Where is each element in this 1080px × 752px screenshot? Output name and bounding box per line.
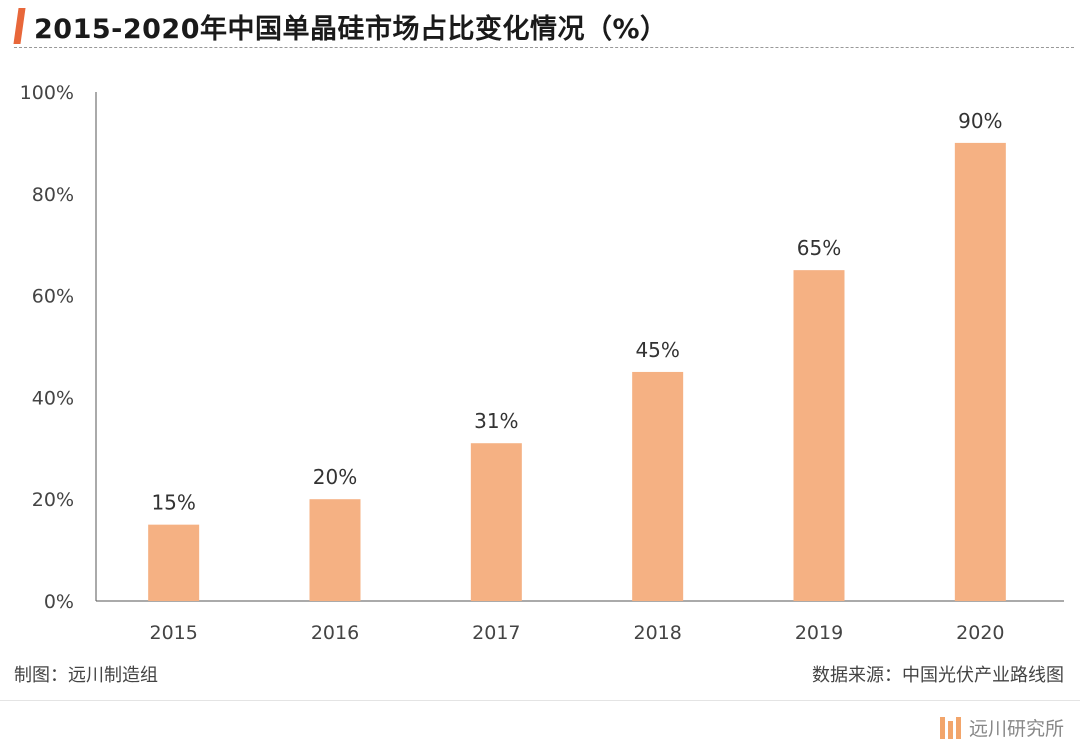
y-tick-label: 100% xyxy=(20,82,74,104)
bar xyxy=(470,443,522,601)
y-tick-label: 40% xyxy=(32,387,74,409)
bar xyxy=(148,524,200,601)
bar-chart: 0% 20% 40% 60% 80% 100% 15% 2015 20% 2016 31% 2017 4… xyxy=(20,82,1064,644)
x-tick-label: 2019 xyxy=(795,622,843,644)
brand-logo-icon xyxy=(939,715,961,739)
chart-credit: 制图：远川制造组 xyxy=(14,665,158,686)
brand-watermark: 远川研究所 xyxy=(939,713,1064,741)
brand-name: 远川研究所 xyxy=(968,717,1064,740)
x-tick-label: 2016 xyxy=(311,622,359,644)
chart-title: 2015-2020年中国单晶硅市场占比变化情况（%） xyxy=(34,14,668,45)
bar xyxy=(793,270,845,601)
bar xyxy=(954,142,1006,601)
y-tick-label: 0% xyxy=(44,591,74,613)
x-tick-label: 2015 xyxy=(149,622,197,644)
data-label: 15% xyxy=(151,491,195,515)
x-tick-label: 2018 xyxy=(633,622,681,644)
bar xyxy=(309,499,361,601)
data-label: 20% xyxy=(313,465,357,489)
bar xyxy=(632,371,684,601)
y-tick-label: 80% xyxy=(32,184,74,206)
data-source: 数据来源：中国光伏产业路线图 xyxy=(812,665,1064,686)
title-divider xyxy=(14,47,1074,48)
y-tick-label: 20% xyxy=(32,489,74,511)
footer-divider xyxy=(0,700,1080,701)
data-label: 90% xyxy=(958,109,1002,133)
x-tick-label: 2017 xyxy=(472,622,520,644)
data-label: 31% xyxy=(474,409,518,433)
data-label: 65% xyxy=(797,236,841,260)
title-accent-mark xyxy=(13,8,26,44)
x-tick-label: 2020 xyxy=(956,622,1004,644)
data-label: 45% xyxy=(635,338,679,362)
title-bar: 2015-2020年中国单晶硅市场占比变化情况（%） xyxy=(0,0,1080,52)
y-tick-label: 60% xyxy=(32,286,74,308)
